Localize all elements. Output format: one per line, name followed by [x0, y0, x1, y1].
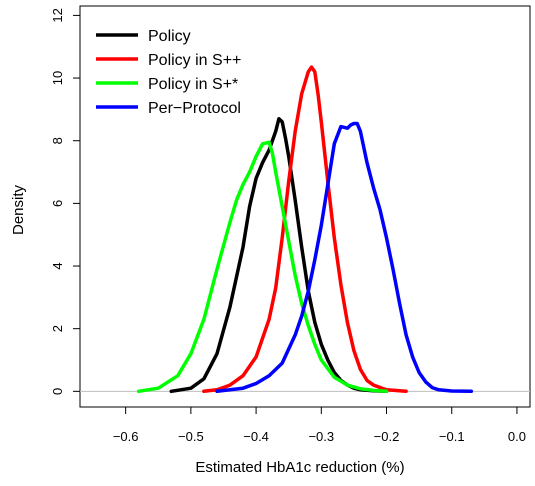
- x-tick-label: 0.0: [508, 429, 526, 444]
- y-tick-label: 8: [50, 137, 65, 144]
- legend: Policy Policy in S++ Policy in S+* Per−Prot…: [96, 28, 241, 117]
- x-axis: −0.6 −0.5 −0.4 −0.3 −0.2 −0.1 0.0: [113, 407, 526, 444]
- legend-label: Policy: [148, 28, 191, 45]
- y-tick-label: 4: [50, 262, 65, 269]
- series-layer: [136, 65, 474, 394]
- y-tick-label: 0: [50, 388, 65, 395]
- plot-frame: [79, 5, 531, 408]
- x-tick-label: −0.6: [113, 429, 139, 444]
- legend-label: Policy in S++: [148, 52, 241, 69]
- x-tick-label: −0.1: [439, 429, 465, 444]
- series-line: [136, 140, 389, 394]
- y-tick-label: 12: [50, 8, 65, 22]
- y-tick-label: 2: [50, 325, 65, 332]
- x-axis-title: Estimated HbA1c reduction (%): [195, 459, 404, 476]
- series-line: [202, 65, 408, 394]
- x-tick-label: −0.2: [374, 429, 400, 444]
- x-tick-label: −0.3: [308, 429, 334, 444]
- y-tick-label: 10: [50, 71, 65, 85]
- legend-label: Per−Protocol: [148, 100, 241, 117]
- y-tick-label: 6: [50, 200, 65, 207]
- legend-label: Policy in S+*: [148, 76, 238, 93]
- plot-border: [79, 5, 531, 408]
- series-line: [215, 121, 474, 394]
- y-axis-title: Density: [10, 184, 27, 235]
- x-tick-label: −0.4: [243, 429, 269, 444]
- y-axis: 0 2 4 6 8 10 12: [50, 8, 80, 395]
- x-tick-label: −0.5: [178, 429, 204, 444]
